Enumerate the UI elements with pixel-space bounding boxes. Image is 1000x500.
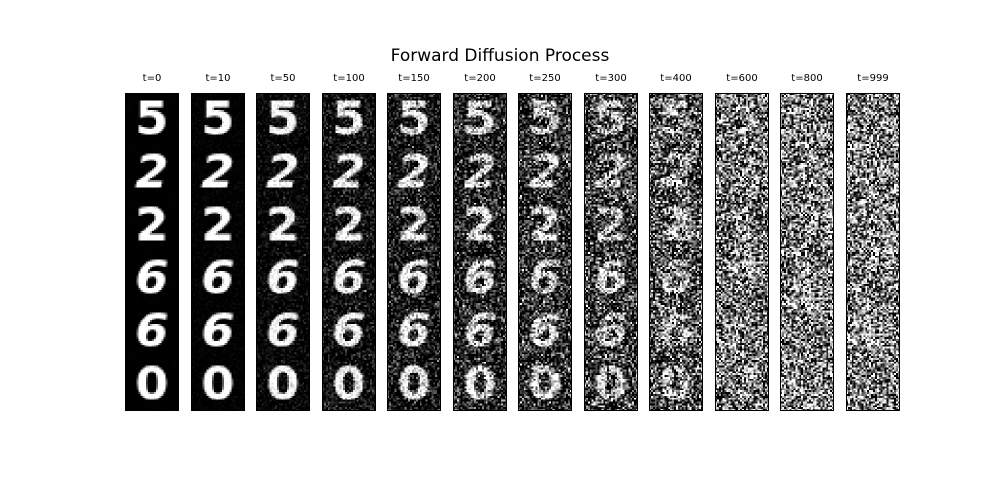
digit-6-noised-image [715,252,769,305]
timestep-column [584,93,638,411]
digit-6-noised-image [780,252,834,305]
digit-2-noised-image [256,146,310,199]
digit-6-noised-image [125,305,179,358]
figure-title: Forward Diffusion Process [390,46,610,66]
digit-0-noised-image [715,358,769,411]
digit-6-noised-image [518,305,572,358]
digit-5-noised-image [125,93,179,146]
digit-2-noised-image [715,199,769,252]
timestep-label: t=800 [791,73,823,84]
digit-5-noised-image [649,93,703,146]
timestep-column [518,93,572,411]
digit-6-noised-image [453,305,507,358]
digit-6-noised-image [649,252,703,305]
digit-2-noised-image [191,146,245,199]
digit-6-noised-image [846,252,900,305]
digit-6-noised-image [453,252,507,305]
digit-6-noised-image [256,252,310,305]
digit-2-noised-image [387,199,441,252]
timestep-column [453,93,507,411]
timestep-column [780,93,834,411]
digit-5-noised-image [191,93,245,146]
digit-6-noised-image [387,252,441,305]
digit-2-noised-image [518,146,572,199]
digit-5-noised-image [846,93,900,146]
digit-2-noised-image [387,146,441,199]
digit-6-noised-image [715,305,769,358]
timestep-label: t=150 [398,73,430,84]
digit-2-noised-image [846,146,900,199]
digit-2-noised-image [125,146,179,199]
digit-2-noised-image [191,199,245,252]
timestep-label: t=10 [205,73,231,84]
timestep-column [322,93,376,411]
digit-2-noised-image [256,199,310,252]
digit-5-noised-image [453,93,507,146]
digit-0-noised-image [846,358,900,411]
timestep-label: t=200 [464,73,496,84]
digit-5-noised-image [584,93,638,146]
digit-6-noised-image [256,305,310,358]
timestep-column [191,93,245,411]
digit-0-noised-image [256,358,310,411]
digit-6-noised-image [387,305,441,358]
digit-6-noised-image [322,252,376,305]
digit-0-noised-image [518,358,572,411]
digit-2-noised-image [453,146,507,199]
digit-6-noised-image [125,252,179,305]
timestep-label: t=400 [660,73,692,84]
digit-0-noised-image [125,358,179,411]
digit-2-noised-image [322,199,376,252]
digit-2-noised-image [780,146,834,199]
digit-5-noised-image [256,93,310,146]
digit-5-noised-image [387,93,441,146]
digit-2-noised-image [518,199,572,252]
digit-2-noised-image [649,146,703,199]
digit-2-noised-image [780,199,834,252]
timestep-label: t=50 [270,73,296,84]
timestep-label: t=250 [529,73,561,84]
digit-2-noised-image [453,199,507,252]
digit-6-noised-image [584,305,638,358]
timestep-label: t=300 [595,73,627,84]
digit-0-noised-image [584,358,638,411]
timestep-label: t=100 [333,73,365,84]
timestep-column [649,93,703,411]
digit-0-noised-image [191,358,245,411]
digit-0-noised-image [649,358,703,411]
digit-0-noised-image [322,358,376,411]
digit-2-noised-image [584,146,638,199]
timestep-column [715,93,769,411]
digit-2-noised-image [322,146,376,199]
timestep-column [387,93,441,411]
digit-0-noised-image [453,358,507,411]
digit-6-noised-image [191,252,245,305]
digit-5-noised-image [715,93,769,146]
timestep-column [846,93,900,411]
digit-2-noised-image [125,199,179,252]
digit-6-noised-image [649,305,703,358]
timestep-column [256,93,310,411]
digit-5-noised-image [780,93,834,146]
digit-6-noised-image [322,305,376,358]
digit-0-noised-image [387,358,441,411]
digit-5-noised-image [322,93,376,146]
digit-6-noised-image [518,252,572,305]
digit-2-noised-image [715,146,769,199]
digit-6-noised-image [584,252,638,305]
timestep-column [125,93,179,411]
digit-5-noised-image [518,93,572,146]
digit-2-noised-image [846,199,900,252]
timestep-label: t=0 [142,73,162,84]
timestep-label: t=600 [726,73,758,84]
timestep-label: t=999 [857,73,889,84]
digit-2-noised-image [649,199,703,252]
digit-2-noised-image [584,199,638,252]
digit-6-noised-image [846,305,900,358]
digit-6-noised-image [191,305,245,358]
digit-0-noised-image [780,358,834,411]
digit-6-noised-image [780,305,834,358]
